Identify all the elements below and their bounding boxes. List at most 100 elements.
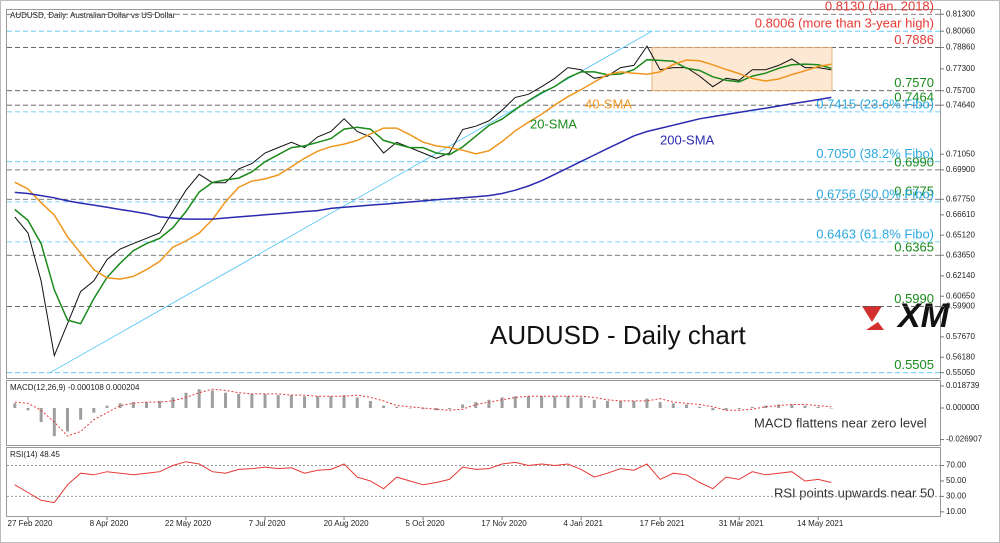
x-tick-label: 4 Jan 2021 [563, 519, 603, 528]
macd-bar [197, 389, 201, 408]
macd-bar [645, 398, 649, 408]
x-tick-label: 14 May 2021 [797, 519, 844, 528]
level-label: 0.8130 (Jan. 2018) [825, 0, 934, 14]
macd-bar [184, 392, 188, 408]
macd-bar [461, 404, 465, 408]
macd-bar [566, 396, 570, 408]
level-label: 0.7570 [894, 75, 934, 90]
level-label: 0.7886 [894, 32, 934, 47]
macd-bar [26, 407, 30, 411]
y-tick-label: 0.65120 [946, 230, 975, 239]
x-tick-label: 22 May 2020 [165, 519, 212, 528]
macd-bar [447, 407, 451, 410]
logo-mark [862, 306, 884, 330]
macd-bar [105, 405, 109, 408]
macd-bar [382, 405, 386, 408]
level-label: 0.6365 [894, 240, 934, 255]
chart-heading: AUDUSD - Daily chart [490, 320, 746, 350]
macd-bar [408, 407, 412, 409]
y-tick-label: 10.00 [946, 507, 967, 516]
chart-title: AUDUSD, Daily: Australian Dollar vs US D… [10, 11, 176, 20]
macd-bar [131, 402, 135, 408]
y-tick-label: 0.67750 [946, 194, 975, 203]
level-label: 0.6756 (50.0% Fibo) [816, 186, 934, 201]
macd-bar [829, 407, 833, 409]
x-tick-label: 27 Feb 2020 [8, 519, 53, 528]
macd-bar [224, 392, 228, 408]
macd-bar [276, 395, 280, 408]
macd-panel [6, 380, 941, 446]
macd-bar [777, 404, 781, 408]
level-label: 0.7415 (23.6% Fibo) [816, 96, 934, 111]
macd-bar [329, 396, 333, 408]
x-tick-label: 7 Jul 2020 [249, 519, 286, 528]
price-line [14, 45, 832, 358]
x-tick-label: 20 Aug 2020 [324, 519, 369, 528]
series-label: 40-SMA [585, 96, 632, 111]
macd-bar [342, 395, 346, 408]
y-tick-label: 0.63650 [946, 250, 975, 259]
macd-bar [13, 403, 17, 408]
macd-bar [434, 407, 438, 411]
level-label: 0.7464 [894, 90, 934, 105]
macd-bar [632, 400, 636, 408]
macd-bar [79, 407, 83, 420]
macd-bar [763, 405, 767, 408]
macd-bar [526, 396, 530, 408]
macd-bar [513, 396, 517, 408]
level-label: 0.7050 (38.2% Fibo) [816, 146, 934, 161]
range-box [651, 47, 833, 92]
y-tick-label: 0.62140 [946, 271, 975, 280]
y-tick-label: 70.00 [946, 461, 967, 470]
macd-bar [395, 406, 399, 408]
macd-bar [118, 403, 122, 408]
macd-bar [250, 393, 254, 408]
rsi-line [14, 461, 832, 504]
macd-bar [171, 397, 175, 408]
macd-bar [355, 397, 359, 408]
macd-bar [671, 403, 675, 408]
y-tick-label: 0.59900 [946, 302, 975, 311]
macd-bar [605, 400, 609, 408]
macd-signal [14, 388, 832, 437]
macd-bar [803, 405, 807, 408]
macd-bar [540, 396, 544, 408]
macd-bar [145, 402, 148, 408]
y-tick-label: -0.026907 [946, 435, 983, 444]
macd-note: MACD flattens near zero level [754, 415, 927, 430]
x-tick-label: 31 Mar 2021 [719, 519, 764, 528]
macd-bar [237, 393, 241, 408]
logo: XM [896, 297, 950, 335]
rsi-title: RSI(14) 48.45 [10, 450, 60, 459]
sma-line [14, 58, 832, 325]
x-tick-label: 17 Nov 2020 [481, 519, 527, 528]
level-label: 0.6775 [894, 184, 934, 199]
macd-bar [816, 406, 820, 408]
y-tick-label: 0.77300 [946, 64, 975, 73]
macd-bar [92, 407, 96, 413]
y-tick-label: 0.80060 [946, 26, 975, 35]
y-tick-label: 0.000000 [946, 403, 980, 412]
y-tick-label: 0.018739 [946, 381, 980, 390]
macd-bar [553, 396, 557, 408]
series-label: 20-SMA [530, 116, 577, 131]
price-panel [6, 9, 941, 379]
y-tick-label: 50.00 [946, 476, 967, 485]
macd-bar [487, 399, 491, 408]
level-label: 0.5990 [894, 291, 934, 306]
macd-bar [698, 406, 702, 408]
macd-bar [421, 407, 425, 410]
level-label: 0.5505 [894, 357, 934, 372]
y-tick-label: 0.55050 [946, 368, 975, 377]
macd-bar [289, 395, 293, 408]
macd-bar [711, 407, 715, 411]
y-tick-label: 0.81300 [946, 9, 975, 18]
y-tick-label: 0.56180 [946, 352, 975, 361]
macd-title: MACD(12,26,9) -0.000108 0.000204 [10, 383, 140, 392]
sma-line [14, 96, 832, 220]
y-tick-label: 0.69900 [946, 165, 975, 174]
macd-bar [210, 390, 214, 408]
macd-bar [579, 397, 583, 408]
